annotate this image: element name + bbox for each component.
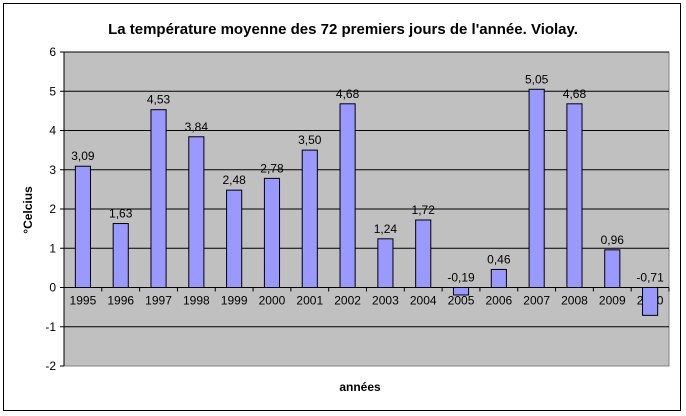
bar-2007: [528, 88, 545, 288]
y-tick-label: -2: [45, 359, 56, 373]
bar-2005: [452, 287, 470, 296]
data-label-2009: 0,96: [601, 233, 625, 247]
bar-2002: [339, 103, 356, 288]
data-label-1999: 2,48: [222, 173, 246, 187]
bar-1997: [150, 109, 167, 289]
data-label-2004: 1,72: [412, 203, 436, 217]
bar-2004: [415, 219, 432, 289]
x-axis-title: années: [339, 380, 381, 394]
bar-1998: [188, 136, 205, 288]
y-tick-label: 2: [49, 202, 56, 216]
x-tick-label: 1998: [183, 294, 210, 308]
y-tick-label: 1: [49, 241, 56, 255]
x-tick-label: 2009: [599, 294, 626, 308]
data-label-2010: -0,71: [636, 271, 664, 285]
data-label-2006: 0,46: [487, 252, 511, 266]
bars: [74, 88, 659, 316]
y-axis-ticks: -2 -1 0 1 2 3 4 5 6: [45, 45, 65, 373]
chart-title: La température moyenne des 72 premiers j…: [108, 21, 578, 38]
x-tick-label: 2007: [523, 294, 550, 308]
data-label-1996: 1,63: [109, 207, 133, 221]
bar-2010: [642, 287, 659, 316]
x-tick-label: 1999: [221, 294, 248, 308]
data-label-2001: 3,50: [298, 133, 322, 147]
data-label-1995: 3,09: [71, 149, 95, 163]
bar-1995: [74, 165, 91, 288]
bar-2000: [263, 177, 281, 288]
bar-2006: [490, 268, 507, 289]
x-tick-label: 2008: [561, 294, 588, 308]
y-tick-label: 3: [49, 163, 56, 177]
data-label-2000: 2,78: [260, 161, 284, 175]
data-label-1997: 4,53: [147, 93, 171, 107]
x-tick-label: 2004: [410, 294, 437, 308]
x-tick-label: 2006: [485, 294, 512, 308]
data-label-2002: 4,68: [336, 87, 360, 101]
x-tick-label: 2000: [259, 294, 286, 308]
data-label-1998: 3,84: [185, 120, 209, 134]
data-label-2007: 5,05: [525, 72, 549, 86]
x-tick-label: 1995: [70, 294, 97, 308]
bar-1999: [226, 189, 243, 288]
x-tick-label: 2003: [372, 294, 399, 308]
x-tick-label: 2002: [334, 294, 361, 308]
y-tick-label: 0: [49, 281, 56, 295]
bar-2009: [604, 249, 621, 289]
data-label-2005: -0,19: [447, 271, 475, 285]
y-tick-label: 4: [49, 124, 56, 138]
y-tick-label: -1: [45, 320, 56, 334]
y-tick-label: 5: [49, 84, 56, 98]
x-tick-label: 1996: [107, 294, 134, 308]
y-axis-title: °Celcius: [21, 186, 35, 234]
y-tick-label: 6: [49, 45, 56, 59]
x-tick-label: 1997: [145, 294, 172, 308]
bar-2008: [566, 103, 583, 288]
x-tick-label: 2005: [448, 294, 475, 308]
data-label-2008: 4,68: [563, 87, 587, 101]
data-label-2003: 1,24: [374, 222, 398, 236]
data-labels: 3,09 1,63 4,53 3,84 2,48 2,78 3,50 4,68 1,24 1,72…: [71, 72, 664, 284]
bar-2001: [301, 149, 318, 288]
x-tick-label: 2001: [296, 294, 323, 308]
bar-2003: [377, 238, 394, 288]
bar-1996: [112, 223, 129, 289]
